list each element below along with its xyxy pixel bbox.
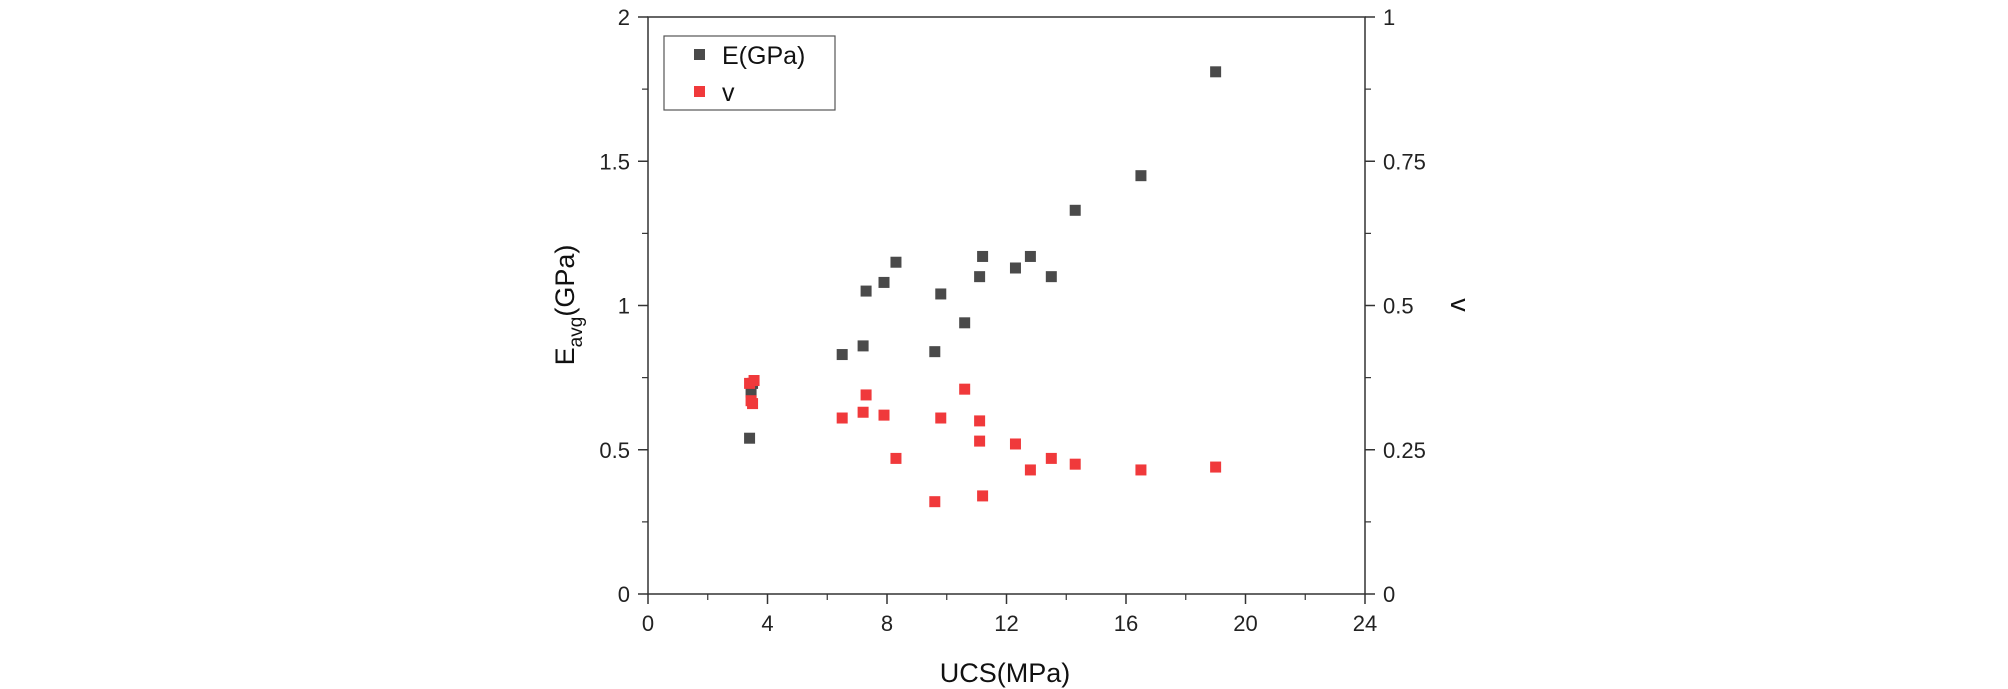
legend-label-e: E(GPa) [722, 42, 805, 70]
v-point [878, 409, 890, 421]
v-point [1069, 458, 1081, 470]
e-point [1009, 262, 1021, 274]
e-point [1069, 204, 1081, 216]
x-tick-label: 0 [642, 611, 654, 636]
y-tick-label: 1.5 [599, 149, 630, 174]
e-point [1210, 66, 1222, 78]
e-point [974, 271, 986, 283]
v-point [1024, 464, 1036, 476]
y2-tick-label: 0.75 [1383, 149, 1426, 174]
e-point [1024, 250, 1036, 262]
v-point [1009, 438, 1021, 450]
v-point [959, 383, 971, 395]
v-point [1210, 461, 1222, 473]
v-point [890, 452, 902, 464]
e-point [878, 276, 890, 288]
e-point [1135, 170, 1147, 182]
v-point [929, 496, 941, 508]
y2-tick-label: 0 [1383, 582, 1395, 607]
e-point [935, 288, 947, 300]
v-point [974, 435, 986, 447]
v-point [860, 389, 872, 401]
x-tick-label: 24 [1353, 611, 1377, 636]
y-axis-title-main: E [550, 347, 580, 365]
e-point [745, 386, 757, 398]
v-point [747, 398, 759, 410]
v-point [748, 375, 760, 387]
y-axis-title: Eavg(GPa) [550, 245, 587, 366]
v-point [977, 490, 989, 502]
y-tick-label: 0 [618, 582, 630, 607]
y2-axis-title: v [1445, 298, 1475, 312]
x-axis-title: UCS(MPa) [940, 658, 1071, 688]
e-point [977, 250, 989, 262]
e-point [836, 349, 848, 361]
legend-box [663, 35, 836, 111]
plot-frame [647, 16, 1366, 595]
y-tick-label: 1 [618, 294, 630, 319]
v-point [857, 406, 869, 418]
y-axis-title-unit: (GPa) [550, 245, 580, 317]
e-point [959, 317, 971, 329]
v-point [836, 412, 848, 424]
e-point [860, 285, 872, 297]
y2-tick-label: 0.5 [1383, 294, 1414, 319]
x-tick-label: 8 [881, 611, 893, 636]
y-tick-label: 2 [618, 5, 630, 30]
e-point [929, 346, 941, 358]
v-point [1045, 452, 1057, 464]
legend-swatch-v [694, 86, 705, 97]
legend-swatch-e [694, 49, 705, 60]
legend: E(GPa) v [663, 35, 836, 111]
data-points [744, 66, 1222, 508]
y-tick-label: 0.5 [599, 438, 630, 463]
y2-tick-label: 0.25 [1383, 438, 1426, 463]
x-tick-label: 12 [994, 611, 1018, 636]
x-tick-label: 4 [761, 611, 773, 636]
y2-tick-label: 1 [1383, 5, 1395, 30]
y-axis-title-sub: avg [566, 317, 587, 348]
v-point [1135, 464, 1147, 476]
e-point [744, 432, 756, 444]
x-tick-label: 16 [1114, 611, 1138, 636]
e-point [1045, 271, 1057, 283]
e-point [890, 256, 902, 268]
legend-label-v: v [722, 79, 735, 107]
ticks [638, 16, 1375, 604]
v-point [935, 412, 947, 424]
x-tick-label: 20 [1233, 611, 1257, 636]
e-point [857, 340, 869, 352]
v-point [974, 415, 986, 427]
